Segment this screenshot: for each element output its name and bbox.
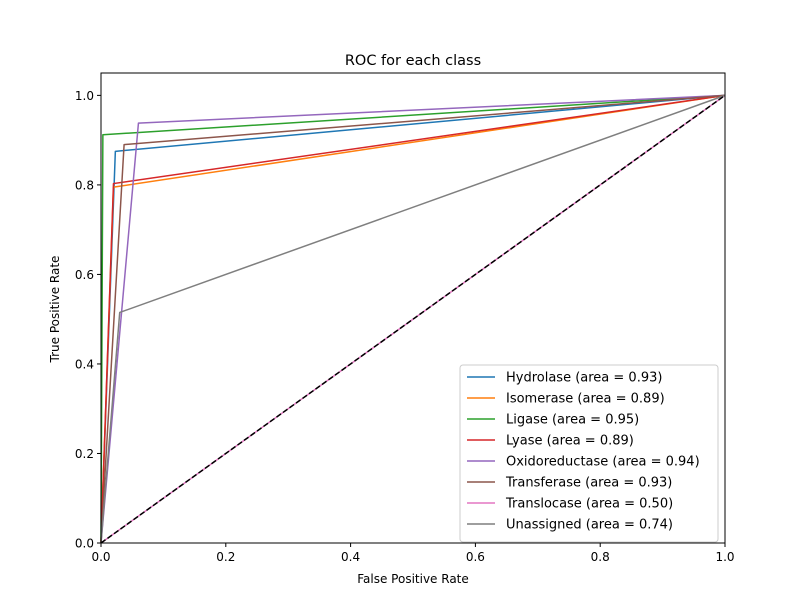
chart-title: ROC for each class	[345, 53, 481, 69]
y-axis-label: True Positive Rate	[48, 256, 62, 364]
plot-frame	[100, 72, 726, 544]
roc-line-unassigned	[100, 94, 726, 544]
legend: Hydrolase (area = 0.93) Isomerase (area =…	[459, 364, 719, 543]
x-tick-label: 0.0	[91, 550, 110, 564]
legend-entry: Lyase (area = 0.89)	[506, 434, 634, 449]
roc-line-translocase	[100, 94, 726, 544]
legend-entry: Oxidoreductase (area = 0.94)	[506, 455, 700, 470]
x-axis-label: False Positive Rate	[357, 572, 469, 586]
roc-line-ligase	[100, 94, 726, 544]
y-tick-label: 0.4	[75, 357, 94, 371]
plot-lines	[100, 94, 726, 544]
legend-entry: Translocase (area = 0.50)	[505, 497, 673, 512]
legend-entry: Ligase (area = 0.95)	[506, 413, 639, 428]
legend-box	[459, 364, 719, 543]
y-tick-label: 0.6	[75, 268, 94, 282]
legend-entry: Isomerase (area = 0.89)	[506, 392, 665, 407]
y-tick-label: 1.0	[75, 89, 94, 103]
y-tick-label: 0.2	[75, 447, 94, 461]
x-axis-ticks: 0.0 0.2 0.4 0.6 0.8 1.0	[91, 543, 735, 564]
x-tick-label: 0.8	[591, 550, 610, 564]
y-tick-label: 0.0	[75, 537, 94, 551]
legend-entry: Unassigned (area = 0.74)	[506, 518, 673, 533]
legend-entry: Hydrolase (area = 0.93)	[506, 371, 662, 386]
y-tick-label: 0.8	[75, 178, 94, 192]
roc-line-oxidoreductase	[100, 94, 726, 544]
legend-entry: Transferase (area = 0.93)	[505, 476, 672, 491]
roc-line-transferase	[100, 94, 726, 544]
x-tick-label: 1.0	[715, 550, 734, 564]
roc-line-lyase	[100, 94, 726, 544]
x-tick-label: 0.6	[466, 550, 485, 564]
x-tick-label: 0.4	[341, 550, 360, 564]
y-axis-ticks: 0.0 0.2 0.4 0.6 0.8 1.0	[75, 89, 101, 551]
x-tick-label: 0.2	[216, 550, 235, 564]
